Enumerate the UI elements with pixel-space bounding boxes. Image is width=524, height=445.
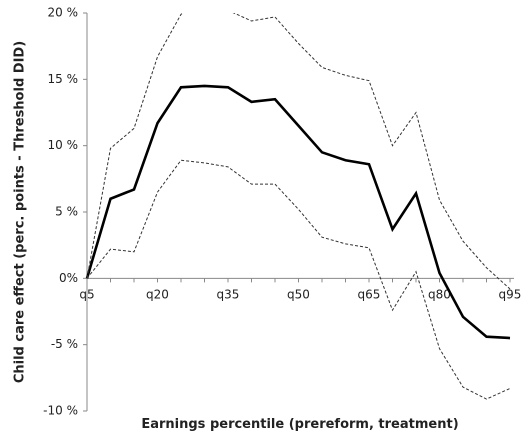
x-axis-title: Earnings percentile (prereform, treatmen… [141, 417, 458, 432]
x-tick-label: q65 [358, 287, 381, 301]
y-tick-label: 10 % [48, 138, 79, 152]
x-tick-label: q80 [428, 287, 451, 301]
x-tick-label: q20 [146, 287, 169, 301]
x-tick-label: q50 [287, 287, 310, 301]
confidence-line [86, 159, 511, 400]
y-tick-label: -10 % [43, 404, 78, 418]
estimate-line [85, 84, 511, 340]
y-tick-label: -5 % [51, 337, 78, 351]
x-tick-label: q35 [217, 287, 240, 301]
y-tick-label: 15 % [48, 72, 79, 86]
x-tick-label: q5 [79, 287, 94, 301]
plot-area [85, 13, 511, 400]
y-tick-label: 0% [59, 271, 78, 285]
y-tick-label: 20 % [48, 6, 79, 20]
y-axis-title: Child care effect (perc. points - Thresh… [13, 41, 28, 383]
x-tick-label: q95 [499, 287, 522, 301]
y-tick-label: 5 % [55, 205, 78, 219]
confidence-line [86, 13, 511, 290]
